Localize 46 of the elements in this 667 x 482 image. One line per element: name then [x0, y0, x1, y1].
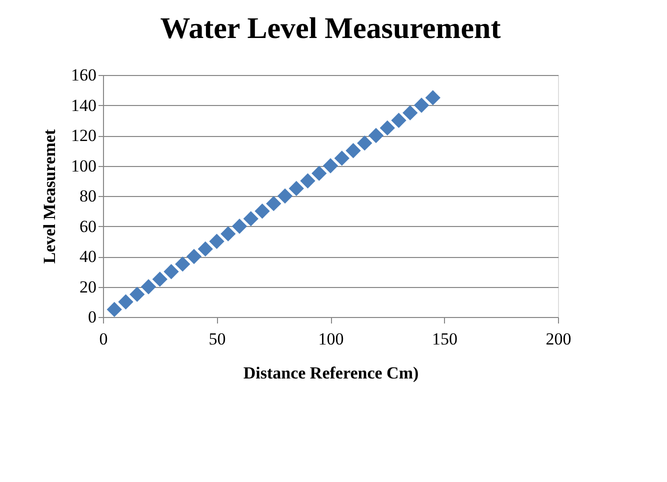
- point: [288, 180, 304, 196]
- point: [266, 196, 282, 212]
- point: [164, 264, 179, 280]
- point: [346, 143, 361, 158]
- x-tick-label: 200: [546, 330, 572, 348]
- point: [322, 158, 338, 174]
- y-tick-label: 100: [71, 156, 96, 176]
- point: [300, 173, 316, 188]
- point: [175, 256, 190, 272]
- point: [414, 98, 430, 113]
- y-tick-label: 120: [71, 126, 96, 145]
- y-tick-label: 20: [80, 277, 96, 296]
- point: [198, 241, 213, 257]
- y-axis-title: Level Measuremet: [40, 129, 59, 264]
- point: [243, 211, 258, 226]
- y-tick-label: 160: [71, 66, 96, 84]
- point: [220, 226, 236, 242]
- y-tick-label: 60: [80, 216, 96, 236]
- x-tick-label: 0: [99, 330, 108, 348]
- point: [118, 294, 134, 310]
- y-tick-label: 0: [88, 308, 96, 326]
- point: [152, 272, 168, 287]
- point: [402, 105, 418, 120]
- point: [312, 166, 327, 181]
- point: [334, 150, 350, 166]
- point: [254, 204, 270, 219]
- y-tick-label: 40: [80, 247, 96, 266]
- y-tick-label: 140: [71, 96, 96, 115]
- x-tick-label: 150: [432, 330, 458, 348]
- chart-title: Water Level Measurement: [160, 12, 501, 45]
- x-tick-label: 50: [208, 330, 226, 348]
- point: [380, 120, 395, 136]
- point: [130, 286, 145, 302]
- point: [368, 128, 384, 144]
- point: [391, 112, 406, 128]
- point: [277, 188, 293, 204]
- point: [209, 234, 224, 249]
- point: [186, 248, 202, 264]
- x-axis-title: Distance Reference Cm): [243, 364, 419, 382]
- x-tick-label: 100: [318, 330, 344, 348]
- point: [425, 90, 440, 106]
- point: [357, 135, 372, 151]
- point: [106, 302, 122, 318]
- point: [232, 218, 248, 234]
- y-tick-label: 80: [80, 186, 96, 206]
- point: [140, 279, 156, 294]
